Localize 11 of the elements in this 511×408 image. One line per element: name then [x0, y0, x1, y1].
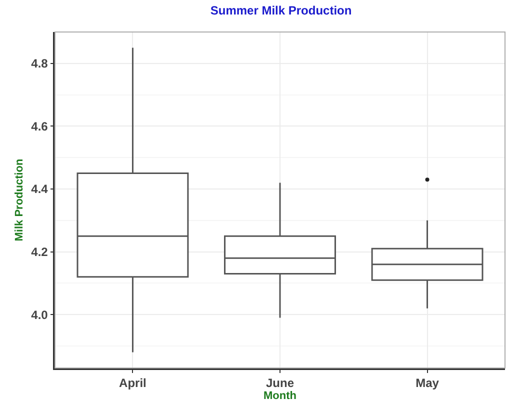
y-tick-label: 4.4: [31, 182, 48, 196]
x-tick-label: May: [416, 376, 440, 390]
y-tick-label: 4.2: [31, 245, 48, 260]
y-tick-label: 4.8: [31, 56, 48, 71]
x-tick-label: June: [266, 376, 294, 390]
y-tick-label: 4.0: [31, 308, 48, 322]
x-tick-label: April: [119, 376, 146, 390]
x-axis-title: Month: [264, 390, 297, 402]
y-tick-label: 4.6: [31, 119, 48, 134]
chart-title: Summer Milk Production: [210, 4, 352, 18]
y-axis-title: Milk Production: [13, 158, 26, 242]
